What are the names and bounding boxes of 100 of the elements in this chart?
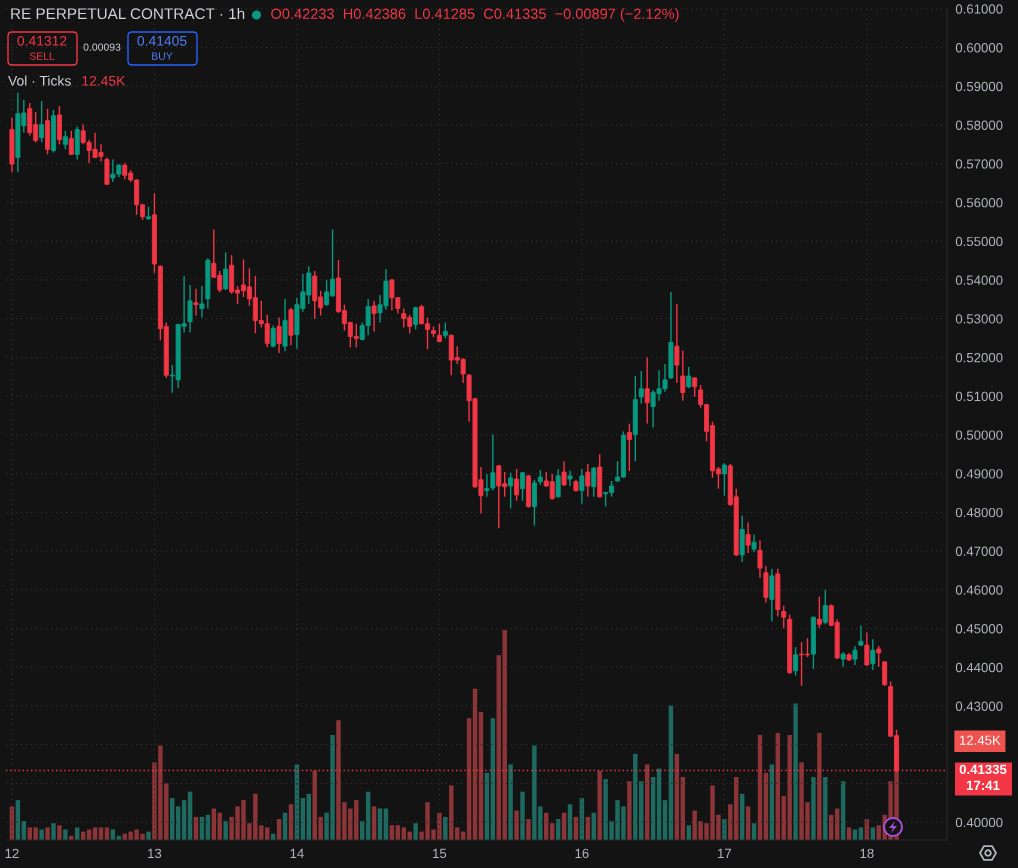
candlestick <box>514 468 520 502</box>
bar <box>146 831 151 840</box>
y-tick-label: 0.47000 <box>955 546 1003 556</box>
y-tick-label: 0.56000 <box>955 198 1003 208</box>
candlestick <box>223 251 229 291</box>
y-tick-label: 0.40000 <box>955 817 1003 828</box>
y-tick-label: 0.60000 <box>955 43 1003 53</box>
candlestick <box>567 470 573 487</box>
candlestick <box>686 366 692 389</box>
candlestick <box>187 284 193 334</box>
bar <box>526 819 531 840</box>
candlestick <box>193 288 199 317</box>
candlestick <box>816 596 822 629</box>
candlestick <box>870 638 876 671</box>
annotation: 0.00093 <box>83 43 121 51</box>
candlestick <box>508 472 514 510</box>
y-tick-label: 0.49000 <box>955 469 1003 479</box>
annotation: 0.41312 <box>17 35 67 46</box>
candlestick <box>680 349 686 402</box>
annotation: H0.42386 <box>343 8 406 19</box>
annotation: 12.45K <box>82 75 126 86</box>
x-tick-label: 17 <box>718 848 732 858</box>
candlestick <box>585 463 591 498</box>
candlestick <box>276 316 282 354</box>
bar <box>223 821 228 840</box>
y-tick-label: 0.52000 <box>955 352 1003 363</box>
chart-title: RE PERPETUAL CONTRACT · 1h <box>11 7 245 20</box>
bar <box>823 777 828 840</box>
annotation: BUY <box>152 52 173 60</box>
candlestick <box>555 468 561 499</box>
candlestick <box>520 471 526 502</box>
y-tick-label: 0.55000 <box>955 236 1003 247</box>
y-tick-label: 0.45000 <box>955 624 1003 634</box>
candlestick <box>692 376 698 398</box>
annotation: C0.41335 <box>483 8 546 19</box>
candlestick <box>745 521 751 554</box>
y-tick-label: 0.59000 <box>955 81 1003 92</box>
candlestick <box>781 604 787 629</box>
bar <box>413 823 418 840</box>
y-tick-label: 0.61000 <box>955 4 1003 14</box>
annotation: 0.41405 <box>137 35 187 46</box>
candlestick <box>531 479 537 527</box>
bar <box>508 764 513 840</box>
candlestick <box>62 130 68 151</box>
y-tick-label: 0.44000 <box>955 662 1003 673</box>
bar <box>443 816 448 840</box>
candlestick <box>638 370 644 405</box>
bar <box>722 819 727 840</box>
candlestick <box>852 645 858 666</box>
x-tick-label: 15 <box>433 848 447 859</box>
bar <box>811 777 816 840</box>
bar <box>51 823 56 840</box>
candlestick <box>769 568 775 623</box>
bar <box>793 703 798 840</box>
candlestick <box>822 589 828 625</box>
y-tick-label: 0.54000 <box>955 275 1003 285</box>
bar <box>514 810 519 840</box>
bar <box>627 781 632 840</box>
candlestick <box>39 100 45 144</box>
bar <box>39 829 44 840</box>
candlestick <box>858 624 864 647</box>
candlestick <box>644 356 650 425</box>
ref-line-label: 0.41335 <box>959 764 1007 775</box>
candlestick <box>626 422 632 472</box>
bar <box>520 791 525 840</box>
y-tick-label: 0.43000 <box>955 701 1003 711</box>
candlestick <box>793 646 799 677</box>
annotation: O0.42233 <box>271 8 334 19</box>
x-tick-label: 12 <box>5 848 19 858</box>
x-tick-label: 13 <box>148 848 162 859</box>
candlestick <box>68 130 74 156</box>
y-tick-label: 0.48000 <box>955 507 1003 518</box>
y-tick-label: 0.50000 <box>955 430 1003 440</box>
bar <box>597 770 602 840</box>
candlestick <box>757 539 763 579</box>
annotation: SELL <box>29 52 55 60</box>
x-tick-label: 14 <box>290 848 304 858</box>
x-tick-label: 16 <box>575 848 589 859</box>
candlestick <box>199 285 205 319</box>
candlestick <box>721 462 727 497</box>
bar <box>57 825 62 840</box>
candlestick <box>864 631 870 667</box>
candlestick <box>674 303 680 384</box>
candlestick <box>371 300 377 333</box>
annotation: −0.00897 (−2.12%) <box>555 8 679 22</box>
candlestick <box>561 460 567 487</box>
bar <box>817 732 822 840</box>
bar <box>45 827 50 840</box>
y-tick-label: 0.46000 <box>955 585 1003 595</box>
y-tick-label: 0.53000 <box>955 314 1003 324</box>
text: 12.45K <box>960 735 1001 745</box>
x-tick-label: 18 <box>860 848 874 859</box>
y-tick-label: 0.57000 <box>955 159 1003 169</box>
candlestick <box>882 660 888 687</box>
annotation: Vol · Ticks <box>8 75 71 86</box>
y-tick-label: 0.51000 <box>955 391 1003 402</box>
candlestick <box>876 645 882 668</box>
text: 17:41 <box>966 780 1000 790</box>
bar <box>63 829 68 840</box>
candlestick <box>579 468 585 505</box>
